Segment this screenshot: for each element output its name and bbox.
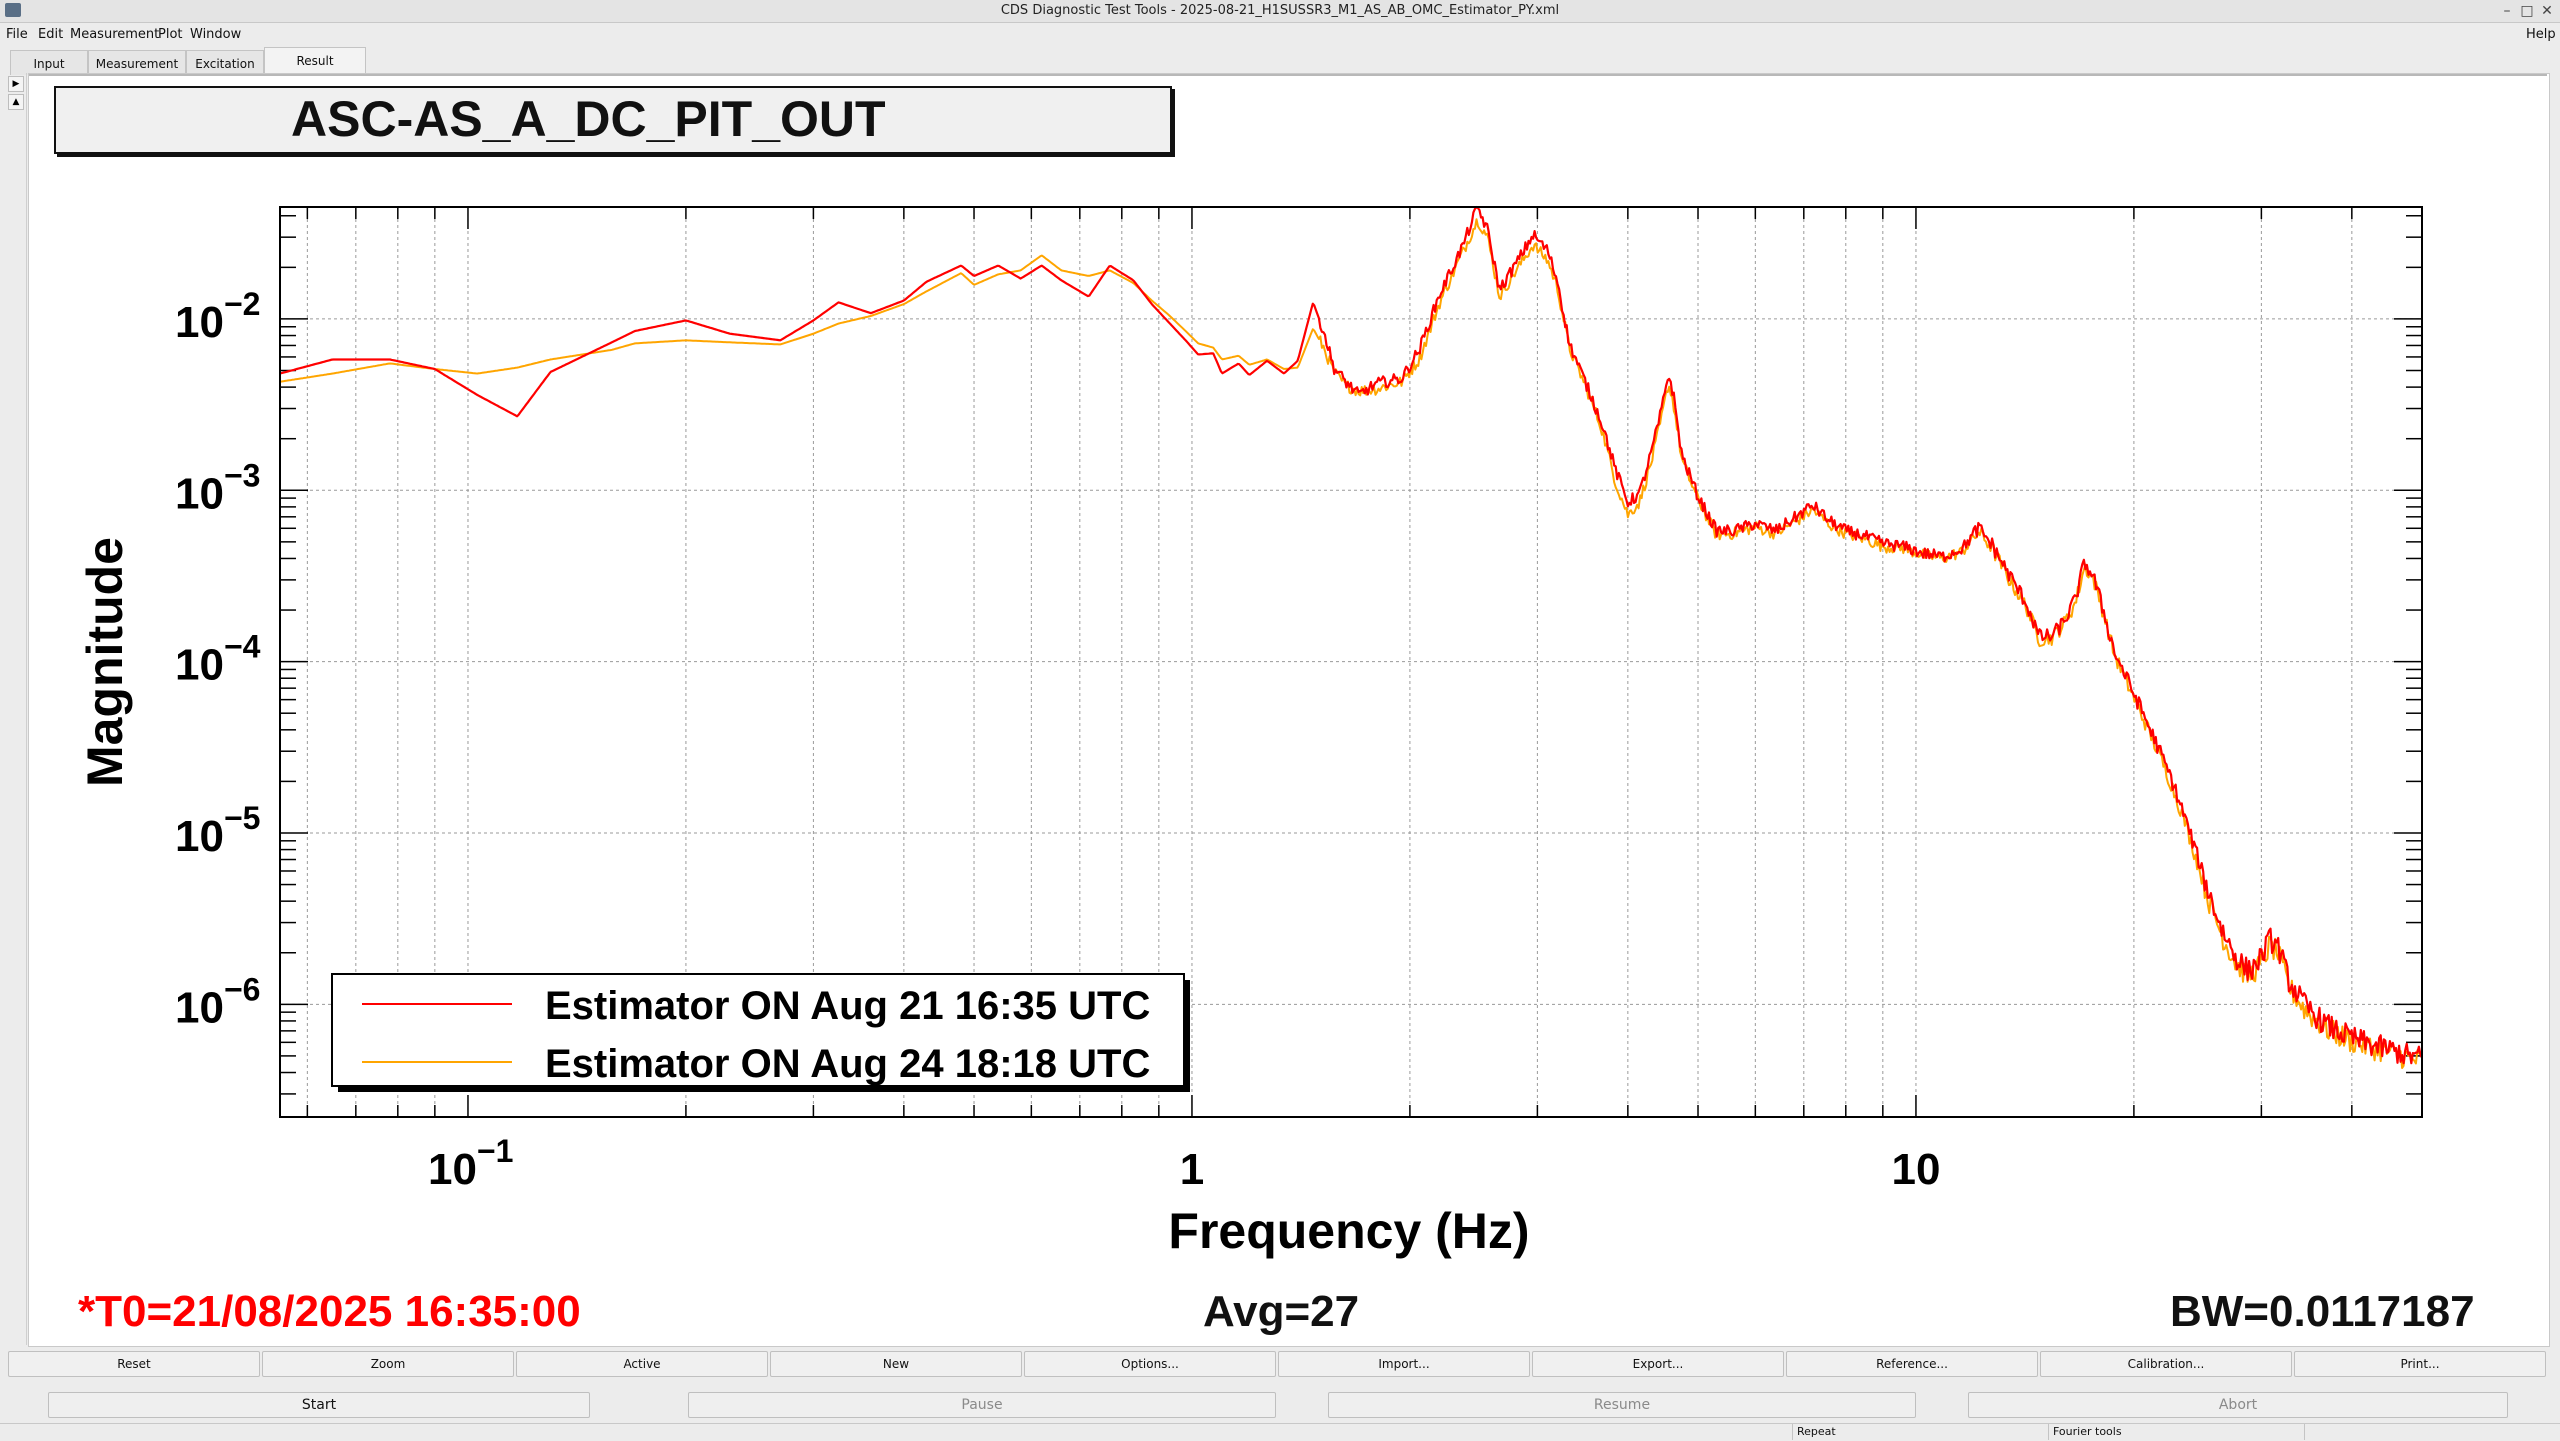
y-tick-label: 10−2 [175, 286, 260, 347]
tab-excitation[interactable]: Excitation [186, 50, 264, 75]
pause-button[interactable]: Pause [688, 1392, 1276, 1418]
menu-measurement[interactable]: Measurement [70, 27, 160, 42]
legend-box [331, 973, 1185, 1087]
plot-title: ASC-AS_A_DC_PIT_OUT [291, 91, 886, 147]
calibration-button[interactable]: Calibration... [2040, 1351, 2292, 1377]
active-button[interactable]: Active [516, 1351, 768, 1377]
window-titlebar: CDS Diagnostic Test Tools - 2025-08-21_H… [0, 0, 2560, 23]
plot-button-row: Reset Zoom Active New Options... Import... Exp… [8, 1351, 2552, 1377]
t0-label: *T0=21/08/2025 16:35:00 [78, 1287, 581, 1336]
app-icon [5, 3, 21, 17]
menu-bar: File Edit Measurement Plot Window Help [0, 23, 2560, 45]
resume-button[interactable]: Resume [1328, 1392, 1916, 1418]
x-tick-label: 10−1 [428, 1133, 513, 1194]
collapse-up-icon[interactable]: ▲ [8, 94, 24, 110]
side-panel [4, 73, 27, 1345]
legend-layer[interactable]: Estimator ON Aug 21 16:35 UTC Estimator O… [331, 973, 1190, 1092]
expand-right-icon[interactable]: ▶ [8, 76, 24, 92]
y-tick-label: 10−5 [175, 800, 260, 861]
y-tick-label: 10−4 [175, 629, 261, 690]
menu-plot[interactable]: Plot [158, 27, 183, 42]
series-line-1 [279, 205, 2423, 1065]
menu-file[interactable]: File [6, 27, 28, 42]
zoom-button[interactable]: Zoom [262, 1351, 514, 1377]
maximize-icon[interactable]: □ [2520, 3, 2534, 19]
status-bar: Repeat Fourier tools [0, 1423, 2560, 1441]
avg-label: Avg=27 [1203, 1287, 1360, 1336]
canvas-top-border [29, 74, 2547, 76]
grid-layer [280, 207, 2423, 1117]
options-button[interactable]: Options... [1024, 1351, 1276, 1377]
reset-button[interactable]: Reset [8, 1351, 260, 1377]
tab-bar: Input Measurement Excitation Result [0, 47, 2560, 76]
plot-title-box: ASC-AS_A_DC_PIT_OUT [54, 86, 1172, 154]
x-tick-label: 10 [1891, 1145, 1940, 1194]
x-tick-label: 1 [1180, 1145, 1204, 1194]
abort-button[interactable]: Abort [1968, 1392, 2508, 1418]
menu-window[interactable]: Window [190, 27, 242, 42]
import-button[interactable]: Import... [1278, 1351, 1530, 1377]
control-button-row: Start Pause Resume Abort [48, 1392, 2512, 1420]
status-repeat: Repeat [1792, 1424, 2047, 1440]
tab-input[interactable]: Input [10, 50, 88, 75]
status-empty [2304, 1424, 2559, 1440]
tab-result[interactable]: Result [264, 47, 366, 76]
series-line-2 [279, 218, 2423, 1069]
status-fourier-tools: Fourier tools [2048, 1424, 2303, 1440]
series-layer [279, 205, 2423, 1069]
menu-help[interactable]: Help [2526, 27, 2556, 42]
axis-title-layer: Frequency (Hz) Magnitude [77, 537, 1530, 1259]
y-tick-label: 10−3 [175, 457, 260, 518]
new-button[interactable]: New [770, 1351, 1022, 1377]
bw-label: BW=0.0117187 [2170, 1287, 2475, 1336]
start-button[interactable]: Start [48, 1392, 590, 1418]
legend-label: Estimator ON Aug 24 18:18 UTC [545, 1042, 1150, 1086]
tab-measurement[interactable]: Measurement [88, 50, 186, 75]
print-button[interactable]: Print... [2294, 1351, 2546, 1377]
export-button[interactable]: Export... [1532, 1351, 1784, 1377]
menu-edit[interactable]: Edit [38, 27, 64, 42]
x-axis-title: Frequency (Hz) [1168, 1203, 1529, 1259]
reference-button[interactable]: Reference... [1786, 1351, 2038, 1377]
plot-frame [279, 206, 2423, 1118]
window-title: CDS Diagnostic Test Tools - 2025-08-21_H… [1000, 3, 1560, 18]
y-axis-title: Magnitude [77, 537, 133, 787]
label-layer: 10−2 10−3 10−4 10−5 10−6 10−1 1 10 [175, 286, 1940, 1194]
close-icon[interactable]: ✕ [2541, 3, 2553, 19]
y-tick-label: 10−6 [175, 971, 260, 1032]
tick-layer [280, 207, 2423, 1117]
legend-label: Estimator ON Aug 21 16:35 UTC [545, 984, 1150, 1028]
minimize-icon[interactable]: – [2503, 3, 2511, 19]
